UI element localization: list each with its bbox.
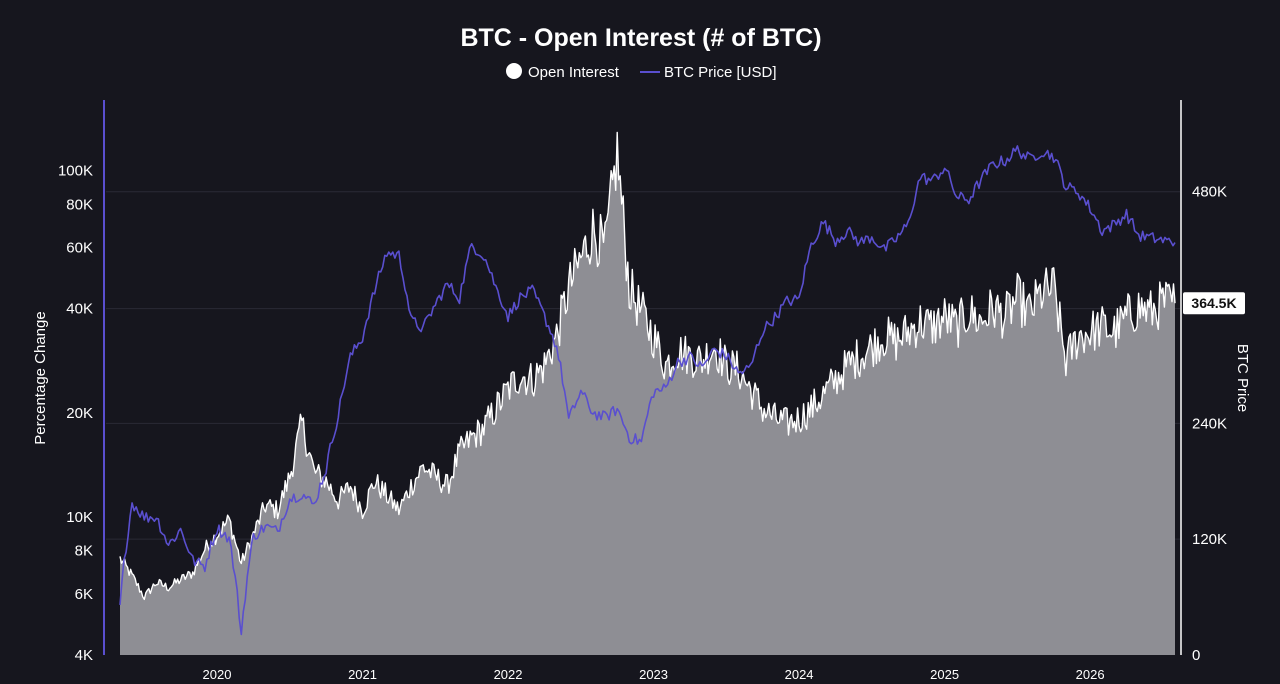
x-axis-ticks: 2020 2021 2022 2023 2024 2025 2026 xyxy=(203,667,1105,682)
open-interest-line xyxy=(119,131,1176,601)
x-tick-2020: 2020 xyxy=(203,667,232,682)
legend-open-interest-marker xyxy=(506,63,522,79)
chart-title: BTC - Open Interest (# of BTC) xyxy=(460,24,821,52)
x-tick-2021: 2021 xyxy=(348,667,377,682)
current-value-badge: 364.5K xyxy=(1183,292,1245,315)
x-tick-2022: 2022 xyxy=(494,667,523,682)
left-tick-80K: 80K xyxy=(66,196,93,213)
left-axis-label: Percentage Change xyxy=(32,311,49,444)
left-tick-60K: 60K xyxy=(66,240,93,257)
right-axis-label: BTC Price xyxy=(1234,344,1251,412)
btc-price-series xyxy=(119,145,1176,636)
left-tick-4K: 4K xyxy=(75,647,93,664)
btc-price-line xyxy=(119,145,1176,636)
legend-btc-price-label[interactable]: BTC Price [USD] xyxy=(664,64,777,81)
legend[interactable]: Open Interest BTC Price [USD] xyxy=(506,63,777,81)
right-tick-120K: 120K xyxy=(1192,531,1227,548)
left-tick-20K: 20K xyxy=(66,405,93,422)
current-value-badge-box xyxy=(1183,292,1245,315)
right-tick-0: 0 xyxy=(1192,647,1200,664)
left-tick-100K: 100K xyxy=(58,163,93,180)
x-tick-2024: 2024 xyxy=(785,667,814,682)
current-value-badge-text: 364.5K xyxy=(1191,295,1236,311)
open-interest-series xyxy=(119,131,1176,655)
legend-open-interest-label[interactable]: Open Interest xyxy=(528,64,620,81)
right-tick-480K: 480K xyxy=(1192,184,1227,201)
right-tick-240K: 240K xyxy=(1192,415,1227,432)
left-tick-6K: 6K xyxy=(75,586,93,603)
left-tick-8K: 8K xyxy=(75,543,93,560)
left-tick-40K: 40K xyxy=(66,301,93,318)
x-tick-2025: 2025 xyxy=(930,667,959,682)
x-tick-2026: 2026 xyxy=(1076,667,1105,682)
left-axis-ticks: 4K 6K 8K 10K 20K 40K 60K 80K 100K xyxy=(58,163,93,664)
right-axis-ticks: 0 120K 240K 480K xyxy=(1192,184,1227,664)
x-tick-2023: 2023 xyxy=(639,667,668,682)
left-tick-10K: 10K xyxy=(66,509,93,526)
open-interest-area xyxy=(120,132,1175,655)
